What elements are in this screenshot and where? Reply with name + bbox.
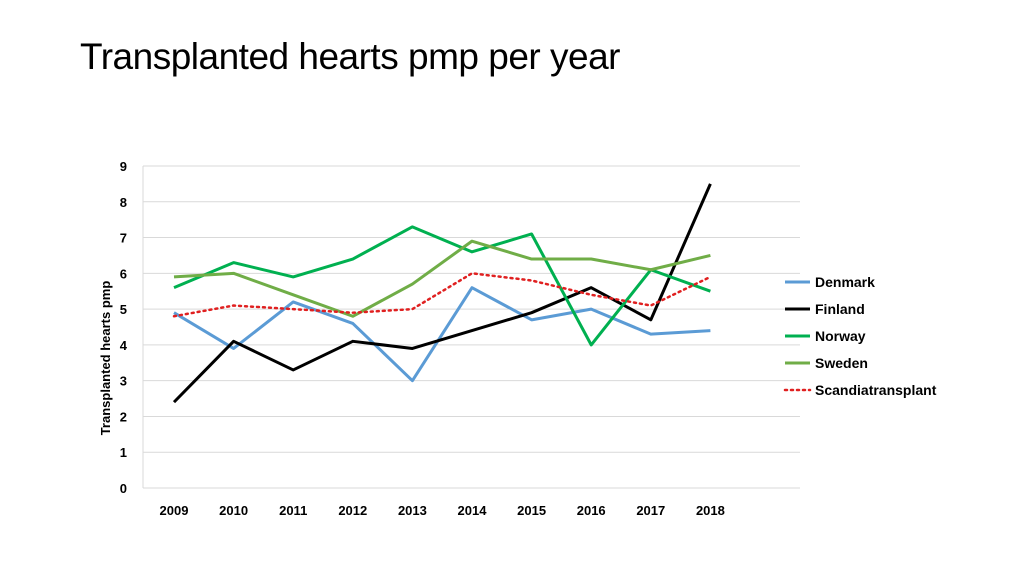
legend-label: Finland: [815, 301, 865, 317]
y-tick-label: 7: [120, 231, 127, 246]
y-tick-label: 6: [120, 266, 127, 281]
x-tick-label: 2017: [636, 503, 665, 518]
legend: Denmark Finland Norway Sweden Scandiatranspl…: [783, 274, 937, 398]
y-tick-label: 1: [120, 445, 127, 460]
x-tick-label: 2015: [517, 503, 546, 518]
y-axis-label: Transplanted hearts pmp: [98, 281, 113, 436]
series-line-sweden: [173, 239, 711, 318]
x-tick-label: 2011: [279, 503, 307, 518]
x-tick-label: 2018: [696, 503, 725, 518]
y-axis-ticks: 0 1 2 3 4 5 6 7 8 9: [120, 159, 128, 496]
y-tick-label: 4: [120, 338, 128, 353]
y-tick-label: 3: [120, 374, 127, 389]
y-tick-label: 0: [120, 481, 127, 496]
page-title: Transplanted hearts pmp per year: [80, 36, 620, 77]
x-tick-label: 2010: [219, 503, 248, 518]
y-tick-label: 5: [120, 302, 127, 317]
series-line-finland: [172, 183, 712, 404]
y-tick-label: 2: [120, 409, 127, 424]
x-tick-label: 2014: [458, 503, 488, 518]
legend-label: Scandiatransplant: [815, 382, 937, 398]
series-line-scandiatransplant: [172, 272, 712, 318]
y-tick-label: 9: [120, 159, 127, 174]
series-lines: [172, 183, 712, 404]
series-line-denmark: [173, 286, 711, 383]
y-tick-label: 8: [120, 195, 127, 210]
x-tick-label: 2012: [338, 503, 367, 518]
x-tick-label: 2016: [577, 503, 606, 518]
x-axis-ticks: 2009 2010 2011 2012 2013 2014 2015 2016 2017 2018: [160, 503, 725, 518]
legend-label: Sweden: [815, 355, 868, 371]
x-tick-label: 2013: [398, 503, 427, 518]
x-tick-label: 2009: [160, 503, 189, 518]
legend-label: Denmark: [815, 274, 875, 290]
legend-label: Norway: [815, 328, 866, 344]
series-line-norway: [173, 225, 711, 347]
grid-lines: [142, 165, 800, 489]
